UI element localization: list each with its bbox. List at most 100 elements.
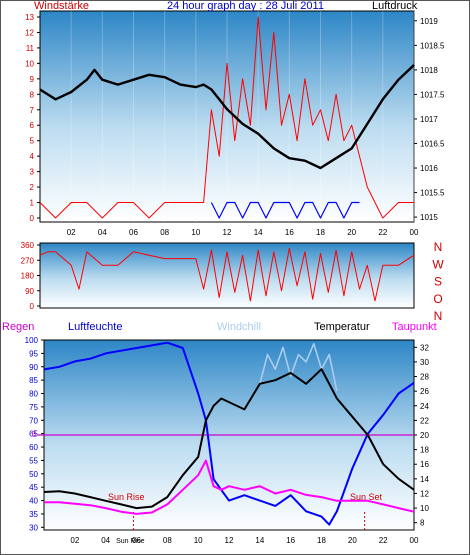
- direction-tick-label: 360: [21, 241, 35, 250]
- temperature-tick-label: 28: [420, 373, 429, 382]
- humidity-tick-label: 75: [29, 403, 38, 412]
- wind-tick-label: 5: [30, 137, 35, 146]
- compass-label: N: [434, 240, 443, 254]
- pressure-tick-label: 1016.5: [420, 139, 445, 148]
- wind-mean-line: [210, 201, 360, 219]
- pressure-tick-label: 1018: [420, 66, 438, 75]
- humidity-tick-label: 85: [29, 376, 38, 385]
- dewpoint-line: [44, 459, 415, 515]
- humidity-tick-label: 100: [25, 336, 39, 345]
- wind-tick-label: 1: [30, 199, 35, 208]
- wind-tick-label: 6: [30, 121, 35, 130]
- humidity-tick-label: 30: [29, 523, 38, 532]
- pressure-tick-label: 1015.5: [420, 189, 445, 198]
- x-tick-label: 20: [347, 228, 356, 237]
- x-tick-label: 16: [285, 228, 294, 237]
- compass-label: N: [434, 309, 443, 323]
- humidity-tick-label: 45: [29, 483, 38, 492]
- humidity-tick-label: 65: [29, 430, 38, 439]
- direction-tick-label: 180: [21, 272, 35, 281]
- windchill-line: [259, 342, 338, 392]
- humidity-tick-label: 95: [29, 349, 38, 358]
- sunrise-tick-label: Sun Rise: [116, 538, 145, 545]
- x-tick-label: 02: [70, 536, 79, 545]
- x-tick-label: 12: [223, 228, 232, 237]
- wind-tick-label: 7: [30, 106, 35, 115]
- wind-tick-label: 9: [30, 75, 35, 84]
- x-tick-label: 04: [101, 536, 110, 545]
- wind-gust-line: [39, 16, 414, 219]
- temperature-tick-label: 20: [420, 431, 429, 440]
- temperature-tick-label: 14: [420, 475, 429, 484]
- pressure-tick-label: 1016: [420, 164, 438, 173]
- temperature-label: Temperatur: [314, 321, 370, 333]
- rain-label: Regen: [2, 321, 34, 333]
- humidity-tick-label: 90: [29, 363, 38, 372]
- pressure-tick-label: 1017.5: [420, 90, 445, 99]
- temperature-line: [43, 368, 415, 510]
- x-tick-label: 06: [129, 228, 138, 237]
- wind-direction-line: [39, 247, 415, 302]
- humidity-tick-label: 70: [29, 416, 38, 425]
- x-tick-label: 18: [317, 536, 326, 545]
- x-tick-label: 06: [132, 536, 141, 545]
- wind-tick-label: 13: [25, 13, 34, 22]
- chart-title: 24 hour graph day : 28 Juli 2011: [167, 0, 324, 12]
- wind-tick-label: 10: [25, 59, 34, 68]
- humidity-line: [43, 341, 415, 526]
- x-tick-label: 14: [254, 228, 263, 237]
- x-tick-label: 04: [98, 228, 107, 237]
- x-tick-label: 10: [194, 536, 203, 545]
- temperature-tick-label: 18: [420, 446, 429, 455]
- humidity-label: Luftfeuchte: [68, 321, 122, 333]
- windchill-label: Windchill: [217, 321, 261, 333]
- temperature-tick-label: 30: [420, 358, 429, 367]
- x-tick-label: 08: [163, 536, 172, 545]
- wind-tick-label: 0: [30, 214, 35, 223]
- x-tick-label: 00: [410, 536, 419, 545]
- humidity-tick-label: 60: [29, 443, 38, 452]
- x-tick-label: 22: [379, 536, 388, 545]
- x-tick-label: 20: [348, 536, 357, 545]
- wind-tick-label: 11: [26, 44, 35, 53]
- temperature-tick-label: 16: [420, 460, 429, 469]
- humidity-tick-label: 35: [29, 510, 38, 519]
- compass-label: O: [433, 292, 442, 306]
- pressure-tick-label: 1017: [420, 115, 438, 124]
- x-tick-label: 00: [410, 228, 419, 237]
- direction-tick-label: 270: [21, 256, 35, 265]
- x-tick-label: 02: [67, 228, 76, 237]
- x-tick-label: 12: [225, 536, 234, 545]
- x-tick-label: 14: [255, 536, 264, 545]
- temperature-tick-label: 8: [420, 519, 425, 528]
- x-tick-label: 08: [160, 228, 169, 237]
- x-tick-label: 22: [378, 228, 387, 237]
- pressure-axis-title: Luftdruck: [372, 0, 418, 12]
- wind-tick-label: 4: [30, 152, 35, 161]
- x-tick-label: 10: [191, 228, 200, 237]
- wind-tick-label: 8: [30, 90, 35, 99]
- humidity-tick-label: 80: [29, 390, 38, 399]
- temperature-tick-label: 12: [420, 489, 429, 498]
- humidity-tick-label: 55: [29, 456, 38, 465]
- dewpoint-label: Taupunkt: [392, 321, 437, 333]
- x-tick-label: 16: [286, 536, 295, 545]
- temperature-tick-label: 10: [420, 504, 429, 513]
- temperature-tick-label: 32: [420, 343, 429, 352]
- wind-tick-label: 3: [30, 168, 35, 177]
- pressure-tick-label: 1018.5: [420, 41, 445, 50]
- wind-axis-title: Windstärke: [34, 0, 89, 12]
- direction-tick-label: 90: [25, 287, 34, 296]
- humidity-tick-label: 50: [29, 470, 38, 479]
- pressure-line: [39, 64, 415, 170]
- temperature-tick-label: 26: [420, 387, 429, 396]
- compass-label: W: [432, 257, 444, 271]
- temperature-tick-label: 22: [420, 416, 429, 425]
- sunrise-label: Sun Rise: [108, 492, 145, 502]
- temperature-tick-label: 24: [420, 402, 429, 411]
- wind-pressure-panel: [39, 10, 415, 223]
- rain-zero-label: 0: [32, 430, 37, 439]
- x-tick-label: 18: [316, 228, 325, 237]
- wind-tick-label: 2: [30, 183, 35, 192]
- humidity-tick-label: 40: [29, 497, 38, 506]
